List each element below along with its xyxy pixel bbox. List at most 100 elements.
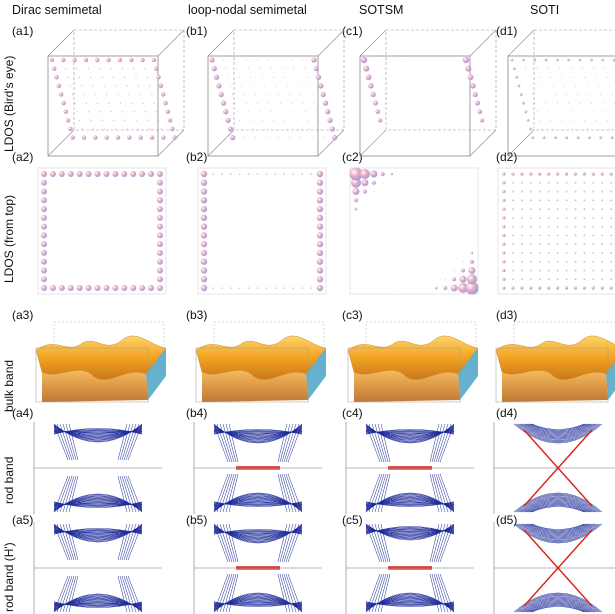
rod-band-line bbox=[524, 423, 592, 436]
ldos-sphere bbox=[610, 136, 614, 140]
ldos-top-sphere bbox=[292, 243, 294, 245]
rod-band-line bbox=[439, 573, 455, 613]
ldos-top-sphere bbox=[538, 172, 542, 176]
ldos-top-sphere bbox=[609, 172, 613, 176]
ldos-top-sphere bbox=[520, 286, 524, 290]
ldos-sphere bbox=[284, 119, 286, 121]
panel-label-d1: (d1) bbox=[496, 24, 518, 38]
ldos-sphere bbox=[613, 102, 615, 104]
ldos-sphere bbox=[92, 128, 94, 130]
ldos-top-sphere bbox=[239, 261, 240, 262]
rod-band-line bbox=[519, 497, 597, 513]
rod-band-line bbox=[281, 523, 294, 563]
ldos-top-sphere bbox=[130, 285, 137, 291]
ldos-top-sphere bbox=[436, 243, 437, 245]
ldos-top-sphere bbox=[565, 269, 568, 272]
ldos-top-sphere bbox=[266, 270, 267, 271]
ldos-sphere bbox=[56, 83, 62, 89]
ldos-top-sphere bbox=[292, 200, 294, 201]
ldos-sphere bbox=[567, 58, 571, 62]
cube-front-face bbox=[507, 55, 615, 157]
ldos-sphere bbox=[413, 120, 415, 121]
rod-band-line bbox=[59, 523, 73, 561]
rod-band-line bbox=[62, 523, 75, 561]
ldos-top-sphere bbox=[444, 200, 446, 201]
ldos-sphere bbox=[126, 85, 128, 87]
ldos-top-sphere bbox=[582, 172, 586, 176]
rod-band-line bbox=[127, 423, 143, 461]
rod-band-line bbox=[283, 473, 297, 513]
ldos-top-sphere bbox=[382, 252, 384, 254]
ldos-sphere bbox=[275, 128, 277, 130]
rod-band-line bbox=[529, 523, 587, 532]
ldos-sphere bbox=[325, 109, 331, 115]
ldos-sphere bbox=[272, 119, 274, 121]
rod-band-line bbox=[530, 605, 586, 613]
ldos-sphere bbox=[142, 102, 144, 104]
ldos-top-sphere bbox=[574, 208, 577, 210]
ldos-top-sphere bbox=[41, 258, 47, 265]
rod-band-line bbox=[365, 473, 381, 513]
ldos-top-sphere bbox=[556, 252, 559, 254]
ldos-top-sphere bbox=[502, 225, 506, 229]
column-title-soti: SOTI bbox=[530, 3, 560, 17]
ldos-top-sphere bbox=[382, 235, 384, 236]
ldos-top-sphere bbox=[427, 270, 428, 271]
ldos-sphere bbox=[445, 68, 446, 69]
ldos-top-sphere bbox=[355, 252, 357, 254]
cube-edge bbox=[359, 29, 387, 57]
ldos-top-sphere bbox=[453, 252, 455, 254]
ldos-top-sphere bbox=[292, 252, 294, 254]
rod-band-line bbox=[281, 473, 294, 513]
ldos-top-sphere bbox=[502, 277, 506, 281]
rod-band-line bbox=[513, 523, 603, 544]
ldos-sphere bbox=[399, 68, 401, 69]
ldos-top-sphere bbox=[310, 252, 312, 254]
ldos-sphere bbox=[544, 58, 548, 62]
ldos-top-sphere bbox=[41, 249, 47, 256]
ldos-top-sphere bbox=[462, 200, 464, 201]
ldos-sphere bbox=[216, 83, 222, 89]
ldos-top-sphere bbox=[284, 200, 285, 201]
ldos-sphere bbox=[149, 135, 155, 140]
rod-band-line bbox=[277, 573, 288, 613]
ldos-sphere bbox=[92, 85, 94, 87]
ldos-top-sphere bbox=[200, 214, 208, 222]
ldos-sphere bbox=[290, 59, 292, 61]
ldos-sphere bbox=[393, 128, 395, 130]
ldos-sphere bbox=[611, 93, 613, 95]
ldos-top-sphere bbox=[257, 200, 258, 201]
ldos-sphere bbox=[599, 136, 603, 140]
ldos-top-sphere bbox=[292, 182, 294, 184]
ldos-sphere bbox=[465, 102, 467, 104]
ldos-top-frame-3 bbox=[497, 167, 615, 295]
ldos-top-sphere bbox=[409, 261, 410, 262]
ldos-sphere bbox=[604, 111, 606, 113]
ldos-sphere bbox=[517, 84, 521, 88]
ldos-top-sphere bbox=[520, 225, 523, 228]
ldos-sphere bbox=[555, 58, 559, 62]
ldos-sphere bbox=[302, 102, 304, 104]
ldos-sphere bbox=[316, 74, 322, 80]
ldos-top-sphere bbox=[212, 287, 214, 289]
ldos-sphere bbox=[245, 59, 247, 61]
rod-band-line bbox=[117, 423, 128, 461]
ldos-sphere bbox=[524, 110, 528, 114]
ldos-top-sphere bbox=[538, 260, 541, 263]
ldos-sphere bbox=[552, 85, 554, 87]
panel-label-d2: (d2) bbox=[496, 150, 518, 164]
ldos-top-sphere bbox=[450, 284, 458, 292]
ldos-top-sphere bbox=[555, 286, 560, 290]
ldos-top-sphere bbox=[121, 285, 128, 291]
ldos-top-sphere bbox=[601, 278, 604, 281]
ldos-sphere bbox=[119, 102, 121, 104]
ldos-top-sphere bbox=[427, 235, 428, 236]
ldos-top-sphere bbox=[409, 182, 410, 184]
ldos-sphere bbox=[467, 74, 474, 81]
ldos-top-sphere bbox=[310, 173, 312, 175]
cube-front-face bbox=[359, 55, 471, 157]
bulk-side-face bbox=[458, 348, 478, 400]
ldos-top-sphere bbox=[239, 200, 240, 201]
ldos-sphere bbox=[151, 93, 153, 96]
ldos-sphere bbox=[115, 135, 121, 140]
